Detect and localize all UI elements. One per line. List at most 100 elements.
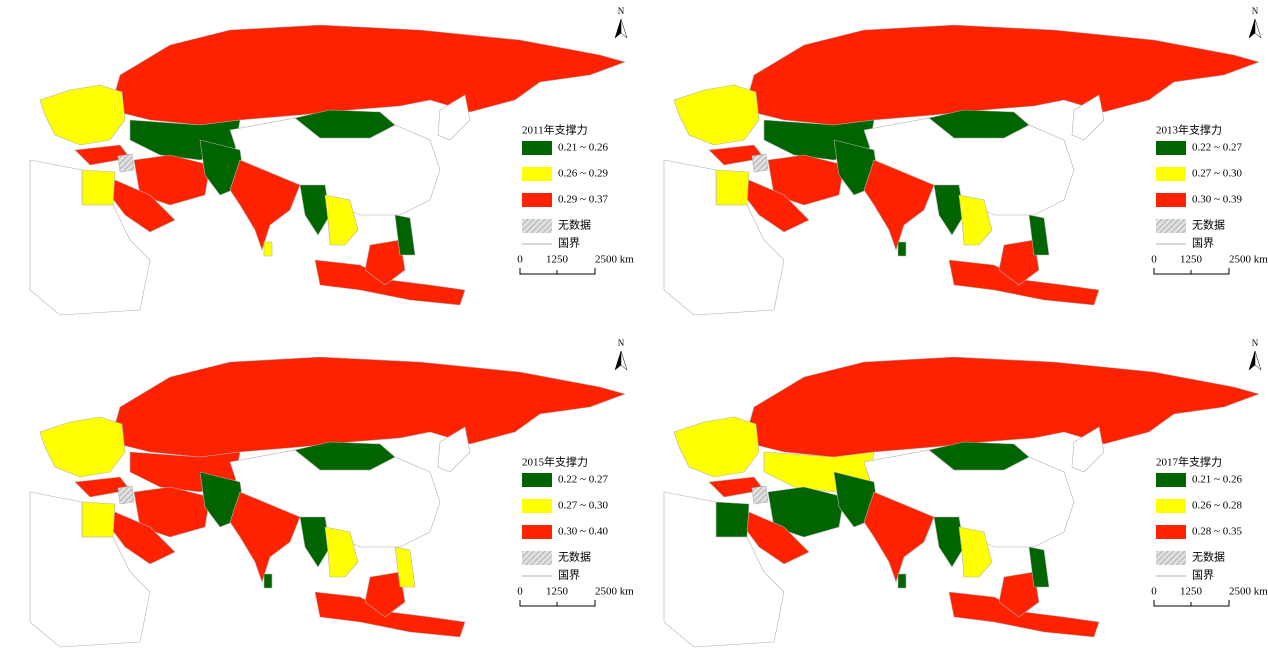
region-sri-lanka bbox=[897, 573, 907, 589]
region-europe bbox=[39, 84, 126, 146]
region-mongolia bbox=[928, 441, 1030, 471]
legend-title: 2013年支撑力 bbox=[1156, 123, 1222, 137]
north-label: N bbox=[618, 6, 625, 16]
region-indochina bbox=[958, 194, 993, 246]
north-arrow bbox=[1248, 18, 1256, 39]
scale-label: 1250 bbox=[546, 586, 569, 598]
scale-label: 0 bbox=[517, 586, 523, 598]
region-sri-lanka bbox=[263, 241, 273, 257]
region-myanmar bbox=[299, 516, 331, 568]
legend-label: 0.29 ~ 0.37 bbox=[558, 194, 608, 206]
legend-label: 无数据 bbox=[1192, 218, 1225, 232]
legend-swatch bbox=[522, 551, 552, 565]
region-borneo bbox=[364, 571, 406, 618]
region-philippines bbox=[1028, 546, 1050, 588]
legend-swatch bbox=[522, 473, 552, 487]
legend-label: 0.30 ~ 0.40 bbox=[558, 526, 608, 538]
region-india bbox=[863, 159, 935, 251]
region-india bbox=[863, 491, 935, 583]
region-egypt bbox=[81, 501, 116, 538]
north-arrow bbox=[614, 350, 622, 371]
region-borneo bbox=[364, 239, 406, 286]
region-japan bbox=[437, 94, 471, 141]
region-russia bbox=[109, 24, 626, 126]
legend-swatch bbox=[522, 525, 552, 539]
legend-label: 无数据 bbox=[1192, 550, 1225, 564]
region-egypt bbox=[715, 169, 750, 206]
legend-swatch bbox=[522, 167, 552, 181]
scale-bar bbox=[1153, 268, 1230, 275]
legend-label: 0.26 ~ 0.28 bbox=[1192, 500, 1242, 512]
region-myanmar bbox=[933, 184, 965, 236]
region-syria bbox=[751, 485, 769, 505]
region-europe bbox=[39, 416, 126, 478]
region-syria bbox=[117, 153, 135, 173]
legend-swatch bbox=[1156, 141, 1186, 155]
region-syria bbox=[117, 485, 135, 505]
legend-swatch bbox=[1156, 525, 1186, 539]
scale-bar bbox=[519, 268, 596, 275]
scale-label: 2500 km bbox=[595, 254, 634, 266]
region-africa bbox=[29, 491, 151, 648]
scale-label: 1250 bbox=[1180, 254, 1203, 266]
north-arrow bbox=[620, 18, 628, 39]
legend-swatch bbox=[1156, 167, 1186, 181]
scale-label: 1250 bbox=[546, 254, 569, 266]
north-label: N bbox=[618, 338, 625, 348]
legend-swatch bbox=[522, 193, 552, 207]
scale-label: 2500 km bbox=[595, 586, 634, 598]
legend-label: 0.27 ~ 0.30 bbox=[1192, 168, 1242, 180]
legend-label: 国界 bbox=[1192, 237, 1214, 250]
region-indochina bbox=[324, 194, 359, 246]
legend-swatch bbox=[1156, 473, 1186, 487]
legend-title: 2015年支撑力 bbox=[522, 455, 588, 469]
legend-label: 0.22 ~ 0.27 bbox=[1192, 142, 1242, 154]
legend-swatch bbox=[522, 499, 552, 513]
legend-title: 2011年支撑力 bbox=[522, 123, 588, 137]
region-borneo bbox=[998, 239, 1040, 286]
legend-label: 无数据 bbox=[558, 550, 591, 564]
region-europe bbox=[673, 416, 760, 478]
legend-label: 无数据 bbox=[558, 218, 591, 232]
north-arrow bbox=[1254, 18, 1262, 39]
legend-swatch bbox=[1156, 193, 1186, 207]
scale-label: 2500 km bbox=[1229, 254, 1268, 266]
region-philippines bbox=[1028, 214, 1050, 256]
legend-label: 0.26 ~ 0.29 bbox=[558, 168, 608, 180]
legend-swatch bbox=[1156, 499, 1186, 513]
region-myanmar bbox=[299, 184, 331, 236]
legend-swatch bbox=[1156, 219, 1186, 233]
scale-label: 0 bbox=[1151, 586, 1157, 598]
scale-label: 0 bbox=[1151, 254, 1157, 266]
region-russia bbox=[743, 24, 1260, 126]
legend-label: 0.22 ~ 0.27 bbox=[558, 474, 608, 486]
north-label: N bbox=[1252, 338, 1259, 348]
north-label: N bbox=[1252, 6, 1259, 16]
region-borneo bbox=[998, 571, 1040, 618]
map-panel: 2013年支撑力 0.22 ~ 0.27 0.27 ~ 0.30 0.30 ~ 0.3… bbox=[663, 6, 1268, 316]
region-russia bbox=[109, 356, 626, 458]
legend-label: 0.27 ~ 0.30 bbox=[558, 500, 608, 512]
legend-swatch bbox=[522, 141, 552, 155]
legend-label: 国界 bbox=[558, 569, 580, 582]
region-japan bbox=[1071, 426, 1105, 473]
north-arrow bbox=[620, 350, 628, 371]
legend-swatch bbox=[1156, 551, 1186, 565]
region-india bbox=[229, 491, 301, 583]
region-sri-lanka bbox=[897, 241, 907, 257]
scale-label: 1250 bbox=[1180, 586, 1203, 598]
region-philippines bbox=[394, 546, 416, 588]
legend-label: 0.30 ~ 0.39 bbox=[1192, 194, 1242, 206]
region-mongolia bbox=[294, 109, 396, 139]
legend-label: 国界 bbox=[558, 237, 580, 250]
north-arrow bbox=[1248, 350, 1256, 371]
scale-bar bbox=[1153, 600, 1230, 607]
scale-bar bbox=[519, 600, 596, 607]
region-japan bbox=[437, 426, 471, 473]
legend-label: 国界 bbox=[1192, 569, 1214, 582]
map-panel: 2017年支撑力 0.21 ~ 0.26 0.26 ~ 0.28 0.28 ~ 0.3… bbox=[663, 338, 1268, 648]
region-syria bbox=[751, 153, 769, 173]
legend-label: 0.21 ~ 0.26 bbox=[558, 142, 608, 154]
scale-label: 0 bbox=[517, 254, 523, 266]
